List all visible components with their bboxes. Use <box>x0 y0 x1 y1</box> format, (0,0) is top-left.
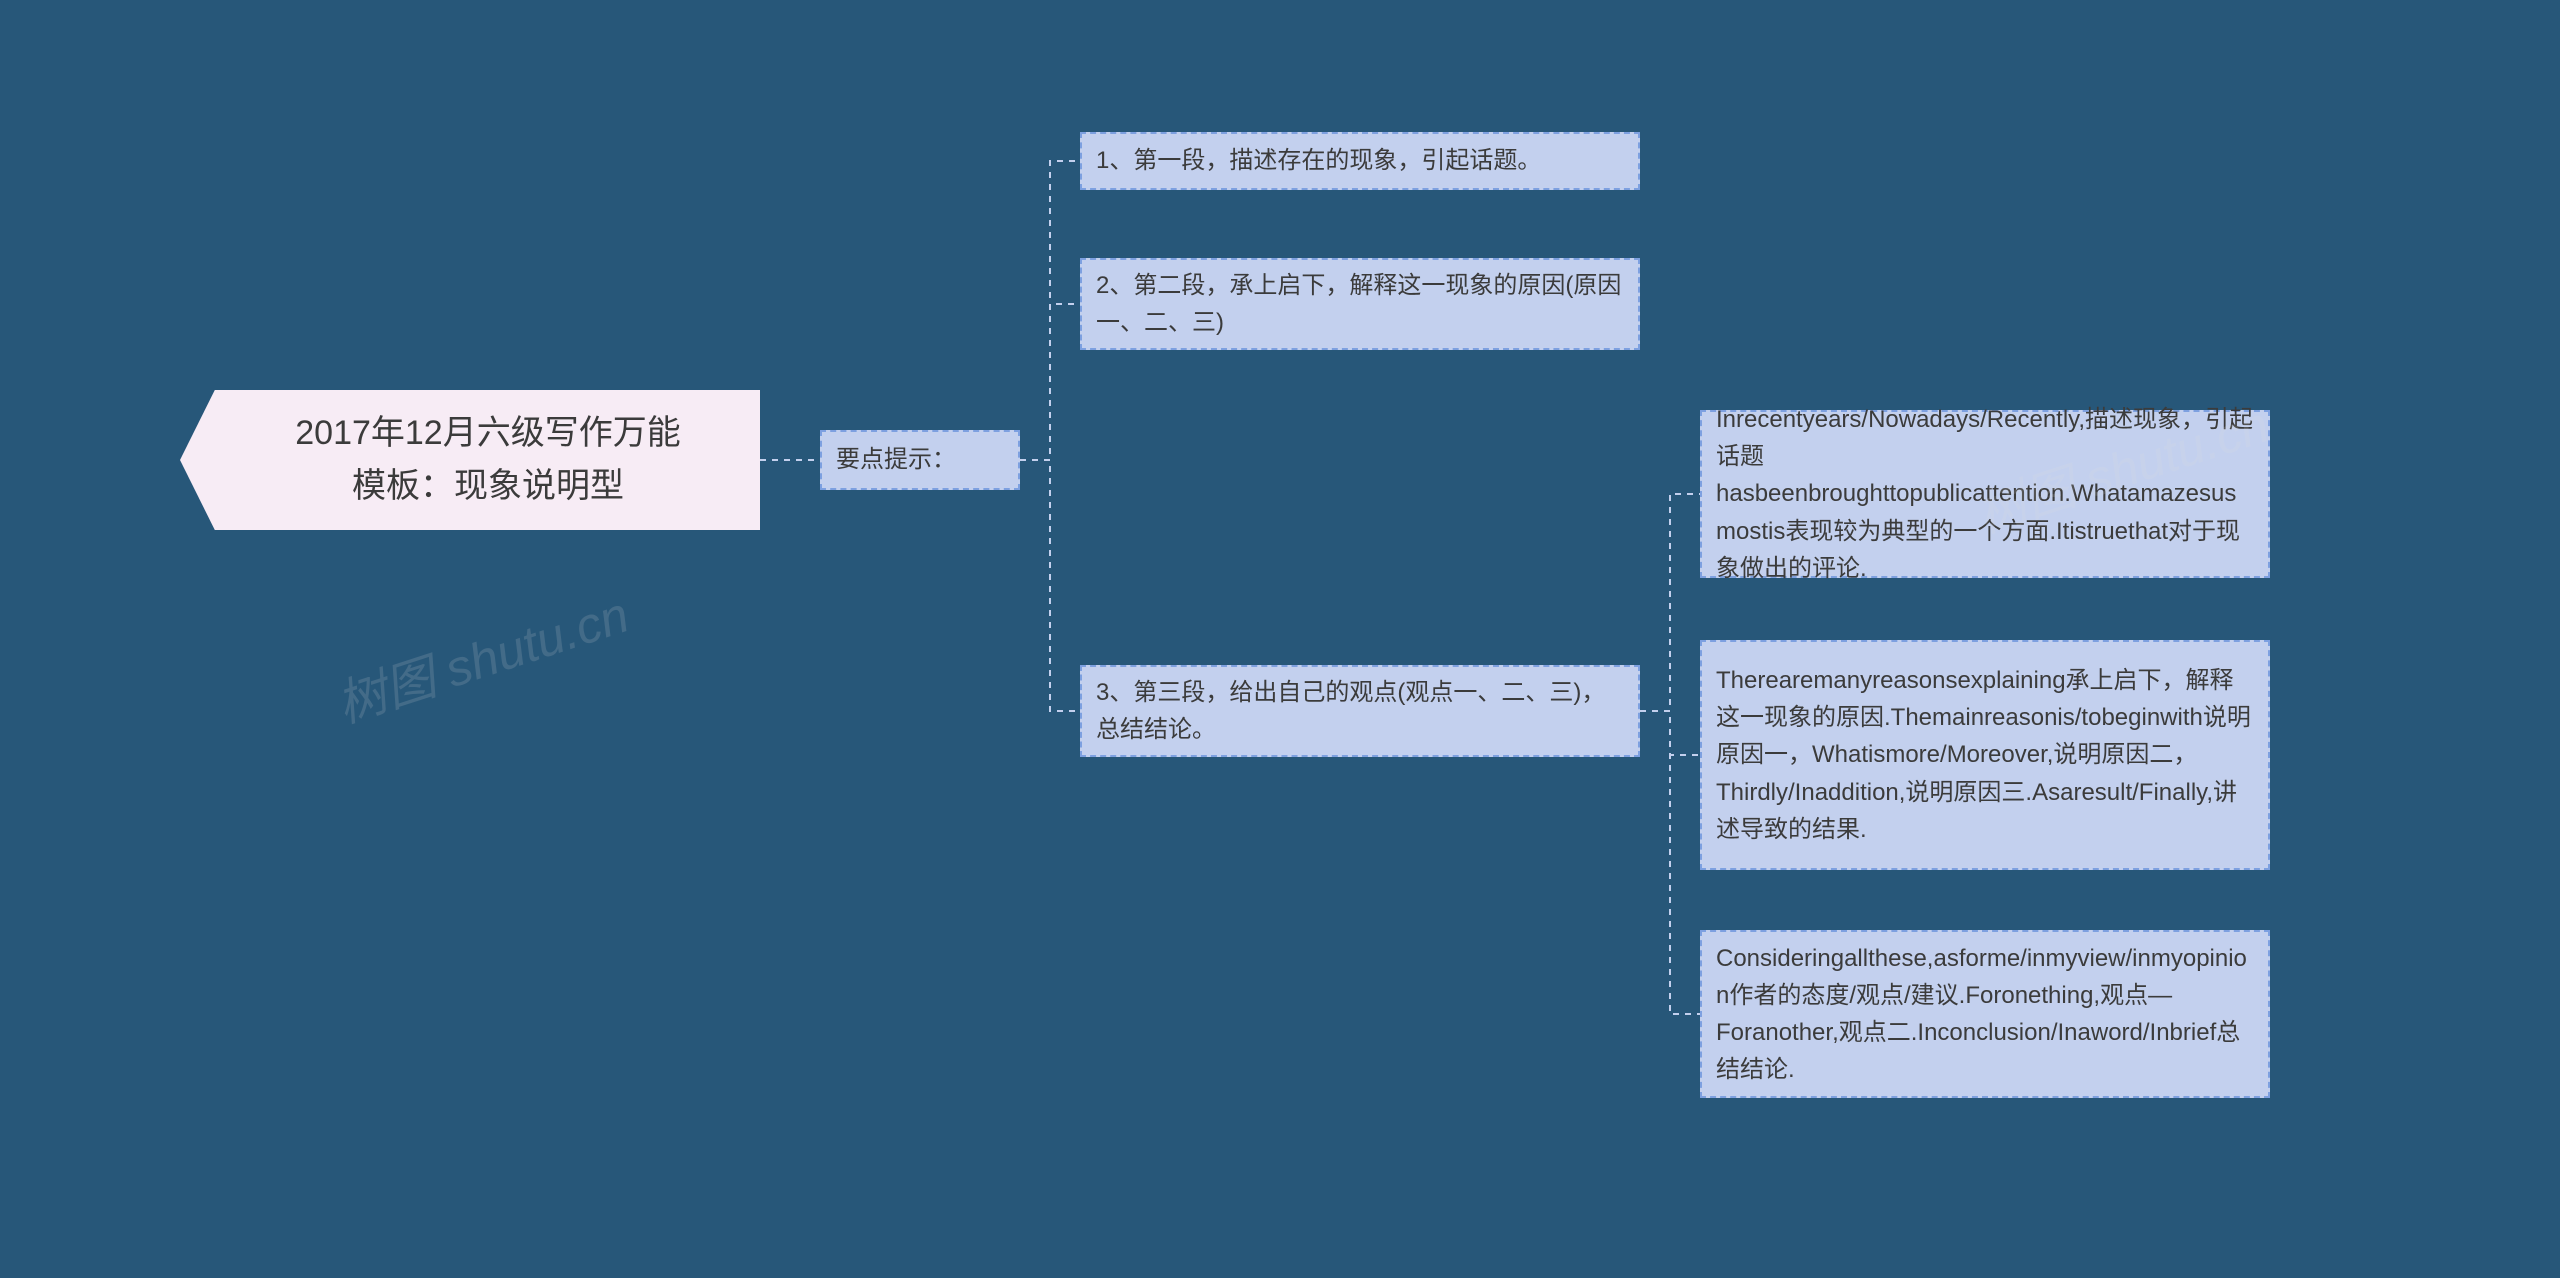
node-label: Inrecentyears/Nowadays/Recently,描述现象，引起话… <box>1716 401 2254 587</box>
mindmap-node: 2、第二段，承上启下，解释这一现象的原因(原因一、二、三) <box>1080 258 1640 350</box>
connector <box>1640 711 1700 1014</box>
mindmap-node: 1、第一段，描述存在的现象，引起话题。 <box>1080 132 1640 190</box>
mindmap-node: 要点提示： <box>820 430 1020 490</box>
mindmap-root: 2017年12月六级写作万能 模板：现象说明型 <box>180 390 760 530</box>
mindmap-node: 3、第三段，给出自己的观点(观点一、二、三)，总结结论。 <box>1080 665 1640 757</box>
connector <box>1020 161 1080 460</box>
node-label: 2、第二段，承上启下，解释这一现象的原因(原因一、二、三) <box>1096 267 1624 341</box>
connector <box>1020 460 1080 711</box>
connector <box>1640 711 1700 755</box>
connector <box>1020 304 1080 460</box>
node-label: 3、第三段，给出自己的观点(观点一、二、三)，总结结论。 <box>1096 674 1624 748</box>
mindmap-node: Inrecentyears/Nowadays/Recently,描述现象，引起话… <box>1700 410 2270 578</box>
connector <box>1640 494 1700 711</box>
mindmap-canvas: 2017年12月六级写作万能 模板：现象说明型 要点提示： 1、第一段，描述存在的现… <box>0 0 2560 1278</box>
mindmap-node: Therearemanyreasonsexplaining承上启下，解释这一现象… <box>1700 640 2270 870</box>
node-label: 要点提示： <box>836 441 1004 478</box>
node-label: 1、第一段，描述存在的现象，引起话题。 <box>1096 142 1624 179</box>
watermark-text: 树图 shutu.cn <box>326 575 636 737</box>
node-label: Consideringallthese,asforme/inmyview/inm… <box>1716 940 2254 1089</box>
mindmap-node: Consideringallthese,asforme/inmyview/inm… <box>1700 930 2270 1098</box>
node-label: 2017年12月六级写作万能 模板：现象说明型 <box>230 407 746 512</box>
node-label: Therearemanyreasonsexplaining承上启下，解释这一现象… <box>1716 662 2254 848</box>
